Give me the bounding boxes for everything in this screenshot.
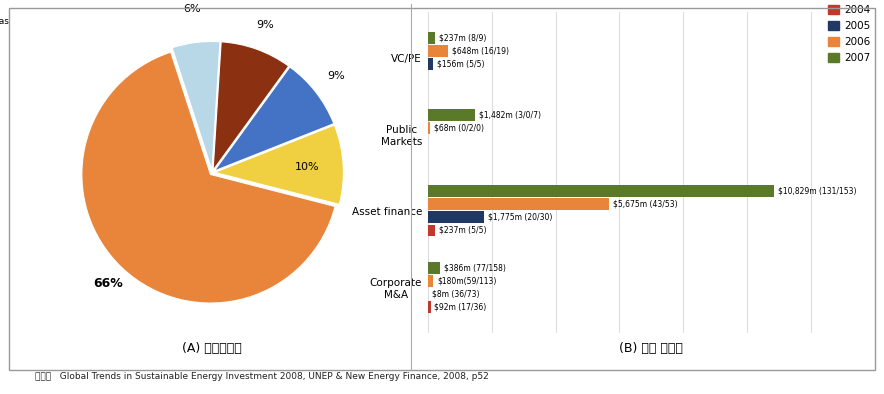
Wedge shape xyxy=(172,41,220,170)
Bar xyxy=(428,109,475,121)
Text: $5,675m (43/53): $5,675m (43/53) xyxy=(613,200,677,209)
Wedge shape xyxy=(214,67,334,171)
Text: (A) 에너지원별: (A) 에너지원별 xyxy=(182,342,242,355)
Text: $386m (77/158): $386m (77/158) xyxy=(444,263,506,272)
Text: (B) 투자 형태별: (B) 투자 형태별 xyxy=(620,342,683,355)
Bar xyxy=(428,301,431,313)
Text: 10%: 10% xyxy=(295,162,319,172)
Text: $8m (36/73): $8m (36/73) xyxy=(431,290,479,298)
Bar xyxy=(428,225,435,236)
Text: $10,829m (131/153): $10,829m (131/153) xyxy=(778,187,856,196)
Text: $237m (5/5): $237m (5/5) xyxy=(439,226,486,235)
Bar xyxy=(428,262,440,274)
Text: $237m (8/9): $237m (8/9) xyxy=(439,34,486,43)
Bar xyxy=(428,58,432,70)
Bar xyxy=(428,212,484,223)
Wedge shape xyxy=(215,125,343,204)
Bar xyxy=(428,32,435,44)
Text: 자료：   Global Trends in Sustainable Energy Investment 2008, UNEP & New Energy Fin: 자료： Global Trends in Sustainable Energy … xyxy=(34,372,489,381)
Bar xyxy=(428,186,774,197)
Text: $180m(59/113): $180m(59/113) xyxy=(438,276,497,285)
Legend: Hydro (including large-scale), Biomass, Rural household biogas, Wind, Solar: Hydro (including large-scale), Biomass, … xyxy=(0,0,36,52)
Text: $156m (5/5): $156m (5/5) xyxy=(437,60,484,69)
Bar xyxy=(428,122,430,134)
Text: $92m (17/36): $92m (17/36) xyxy=(434,303,487,311)
Text: 9%: 9% xyxy=(327,71,345,82)
Bar xyxy=(428,199,609,210)
Text: 66%: 66% xyxy=(94,277,123,290)
Text: $648m (16/19): $648m (16/19) xyxy=(453,47,509,56)
Wedge shape xyxy=(213,42,289,170)
Text: 9%: 9% xyxy=(256,20,274,30)
Text: $1,775m (20/30): $1,775m (20/30) xyxy=(488,213,552,222)
Bar xyxy=(428,275,433,287)
Text: $1,482m (3/0/7): $1,482m (3/0/7) xyxy=(479,110,541,119)
Wedge shape xyxy=(82,52,335,303)
Bar xyxy=(428,45,448,57)
Text: 6%: 6% xyxy=(183,4,201,14)
Text: $68m (0/2/0): $68m (0/2/0) xyxy=(434,123,484,132)
Legend: 2004, 2005, 2006, 2007: 2004, 2005, 2006, 2007 xyxy=(824,1,874,67)
